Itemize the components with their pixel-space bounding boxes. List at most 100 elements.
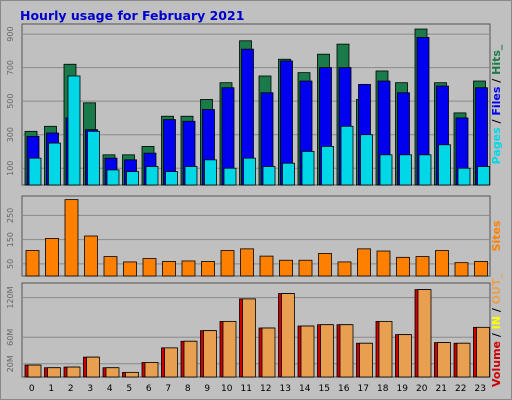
side-label-part: Sites xyxy=(490,220,503,251)
xtick-label: 15 xyxy=(319,384,330,394)
bar-pages xyxy=(301,151,315,186)
bar-pages xyxy=(28,157,42,186)
bar-out xyxy=(27,364,42,378)
chart-title: Hourly usage for February 2021 xyxy=(20,8,244,23)
side-label-part: OUT xyxy=(490,278,503,304)
bar-pages xyxy=(165,171,178,186)
panel-volume xyxy=(21,282,491,378)
bar-sites xyxy=(25,250,40,277)
bar-pages xyxy=(282,162,295,186)
bar-out xyxy=(300,325,315,378)
bar-out xyxy=(378,320,393,378)
bar-sites xyxy=(298,259,313,277)
xtick-label: 23 xyxy=(475,384,486,394)
ytick-label: 900 xyxy=(6,26,15,41)
bar-pages xyxy=(340,125,354,186)
ytick-label: 150 xyxy=(6,232,15,247)
ytick-label: 100 xyxy=(6,161,15,176)
bar-sites xyxy=(201,261,215,277)
bar-pages xyxy=(48,142,61,186)
side-label-part: Volume xyxy=(490,341,503,387)
xtick-label: 2 xyxy=(68,384,74,394)
bar-sites xyxy=(279,259,293,277)
bar-pages xyxy=(262,166,276,186)
ytick-label: 20M xyxy=(6,355,15,372)
ytick-label: 500 xyxy=(6,94,15,109)
bar-out xyxy=(125,371,139,378)
bar-out xyxy=(222,320,237,378)
bar-pages xyxy=(321,146,334,186)
side-label-pages_files_hits: Pages / Files / Hits_ xyxy=(490,44,503,164)
bar-out xyxy=(47,367,61,378)
xtick-label: 12 xyxy=(260,384,271,394)
side-label-part: / xyxy=(490,75,503,87)
xtick-label: 17 xyxy=(358,384,369,394)
bar-pages xyxy=(477,166,490,186)
bar-out xyxy=(437,342,451,378)
bar-out xyxy=(164,347,178,378)
bar-sites xyxy=(123,261,137,277)
xtick-label: 7 xyxy=(165,384,171,394)
ytick-label: 120M xyxy=(6,286,15,308)
side-label-part: / xyxy=(490,304,503,316)
bar-out xyxy=(398,334,412,378)
bar-sites xyxy=(240,248,254,277)
xtick-label: 21 xyxy=(436,384,447,394)
bar-pages xyxy=(399,154,412,186)
side-label-sites: Sites xyxy=(490,220,503,251)
bar-out xyxy=(261,327,276,378)
side-label-part: _ xyxy=(490,273,503,279)
bar-sites xyxy=(64,199,79,277)
bar-out xyxy=(242,298,256,378)
bar-pages xyxy=(106,169,120,186)
xtick-label: 4 xyxy=(107,384,113,394)
bar-sites xyxy=(318,253,332,277)
bar-pages xyxy=(184,166,198,186)
bar-pages xyxy=(204,159,217,186)
bar-sites xyxy=(103,256,118,277)
bar-sites xyxy=(181,260,196,277)
bar-sites xyxy=(435,250,449,277)
bar-sites xyxy=(415,256,430,277)
side-label-part: Files xyxy=(490,86,503,116)
bar-sites xyxy=(142,258,157,277)
bar-sites xyxy=(162,261,176,277)
ytick-label: 700 xyxy=(6,60,15,75)
xtick-label: 18 xyxy=(377,384,389,394)
bar-out xyxy=(86,356,100,378)
bar-out xyxy=(456,342,471,378)
panel-sites xyxy=(21,195,491,277)
bar-out xyxy=(417,289,432,378)
bar-sites xyxy=(84,235,98,277)
side-label-part: / xyxy=(490,116,503,128)
bar-sites xyxy=(396,256,410,277)
bar-out xyxy=(183,340,198,378)
side-label-part: Hits xyxy=(490,50,503,75)
xtick-label: 0 xyxy=(29,384,35,394)
bar-out xyxy=(144,362,159,378)
bar-out xyxy=(105,367,120,378)
bar-sites xyxy=(337,261,352,277)
bar-out xyxy=(203,330,217,378)
xtick-label: 14 xyxy=(299,384,311,394)
bar-pages xyxy=(126,171,139,186)
bar-out xyxy=(320,324,334,378)
xtick-label: 9 xyxy=(204,384,210,394)
panel-pages_files_hits xyxy=(21,23,491,186)
xtick-label: 19 xyxy=(397,384,409,394)
bar-sites xyxy=(376,250,391,277)
bar-sites xyxy=(474,261,488,277)
xtick-label: 10 xyxy=(221,384,233,394)
xtick-label: 6 xyxy=(146,384,152,394)
xtick-label: 13 xyxy=(280,384,291,394)
bar-pages xyxy=(457,167,471,186)
ytick-label: 300 xyxy=(6,127,15,142)
xtick-label: 5 xyxy=(126,384,132,394)
xtick-label: 16 xyxy=(338,384,350,394)
bar-pages xyxy=(145,166,159,186)
bar-out xyxy=(281,293,295,378)
side-label-part: Pages xyxy=(490,127,503,165)
side-label-part: _ xyxy=(490,44,503,50)
